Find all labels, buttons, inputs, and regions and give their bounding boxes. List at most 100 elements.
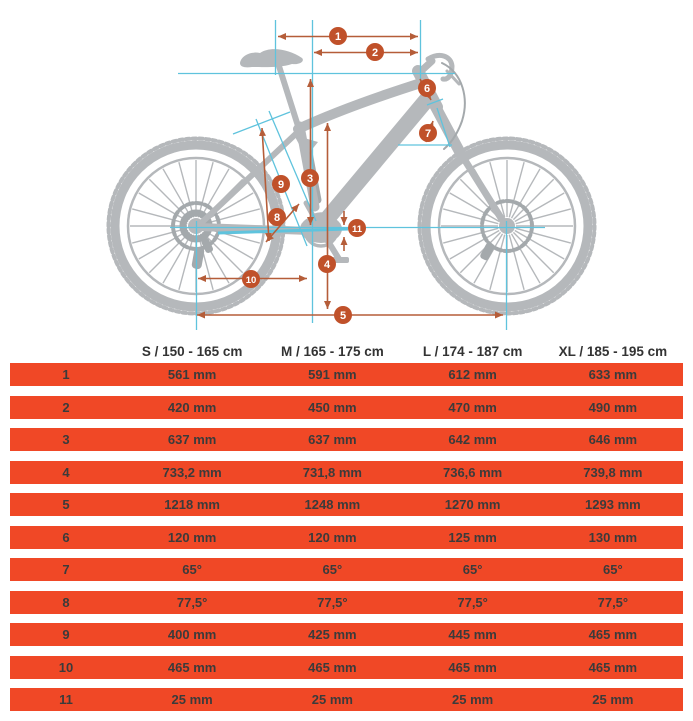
value-cell: 65°	[603, 562, 623, 577]
spoke	[508, 234, 525, 290]
table-row: 9 400 mm 425 mm 445 mm 465 mm	[10, 623, 683, 646]
value-cell: 450 mm	[308, 399, 357, 415]
saddle	[240, 49, 303, 68]
value-cell: 637 mm	[167, 432, 217, 447]
value-cell: 445 mm	[448, 627, 497, 642]
table-row: 10 465 mm 465 mm 465 mm 465 mm	[10, 655, 683, 679]
spoke	[148, 178, 191, 221]
value-cell: 561 mm	[167, 367, 217, 382]
value-cell: 739,8 mm	[583, 464, 643, 480]
header-cell: S / 150 - 165 cm	[141, 343, 243, 359]
marker-badge-5: 5	[334, 306, 352, 324]
spoke	[138, 229, 189, 260]
value-cell: 465 mm	[308, 659, 357, 675]
table-body: 1 561 mm 591 mm 612 mm 633 mm 2 420 mm 450 mm 47…	[10, 363, 683, 711]
fork-lower	[457, 150, 510, 230]
marker-circle	[329, 27, 347, 45]
value-cell: 120 mm	[167, 529, 217, 545]
spoke	[204, 208, 260, 225]
spoke	[201, 231, 244, 274]
stem	[416, 57, 436, 76]
geometry-table: S / 150 - 165 cm M / 165 - 175 cm L / 174 …	[10, 339, 683, 721]
marker-number: 7	[425, 128, 431, 140]
value-cell: 25 mm	[452, 692, 494, 707]
marker-circle	[334, 306, 352, 324]
marker-number: 6	[424, 83, 430, 95]
table-row: 8 77,5° 77,5° 77,5° 77,5°	[10, 590, 683, 614]
marker-circle	[366, 43, 384, 61]
spoke	[178, 162, 195, 218]
value-cell: 77,5°	[597, 594, 629, 610]
marker-badge-10: 10	[242, 270, 260, 288]
handlebar	[425, 53, 455, 82]
marker-number: 4	[324, 259, 331, 271]
table-row: 3 637 mm 637 mm 642 mm 646 mm	[10, 428, 683, 451]
spoke	[515, 227, 571, 244]
value-cell: 77,5°	[457, 594, 488, 610]
value-cell: 65°	[462, 562, 483, 577]
spoke	[449, 229, 500, 260]
spoke	[510, 168, 541, 219]
spoke	[489, 234, 506, 290]
marker-circle	[419, 124, 437, 142]
rear-derailleur	[191, 246, 205, 270]
value-cell: 1248 mm	[304, 497, 361, 512]
value-cell: 77,5°	[176, 594, 208, 610]
value-cell: 470 mm	[448, 399, 497, 415]
spoke	[132, 227, 188, 244]
table-row: 11 25 mm 25 mm 25 mm 25 mm	[10, 688, 683, 711]
value-cell: 25 mm	[592, 692, 634, 707]
down-tube	[314, 89, 437, 233]
marker-circle	[348, 219, 366, 237]
marker-badge-8: 8	[268, 208, 286, 226]
spoke	[512, 231, 555, 274]
marker-badge-1: 1	[329, 27, 347, 45]
row-label: 11	[59, 692, 73, 707]
row-label: 4	[62, 464, 70, 480]
table-row: 7 65° 65° 65° 65°	[10, 558, 683, 581]
value-cell: 637 mm	[308, 432, 357, 447]
marker-number: 11	[352, 224, 363, 235]
marker-badge-3: 3	[301, 169, 319, 187]
value-cell: 25 mm	[171, 692, 213, 707]
value-cell: 612 mm	[448, 367, 497, 382]
header-cell: L / 174 - 187 cm	[422, 343, 523, 359]
bike-silhouette	[106, 49, 597, 316]
marker-circle	[272, 175, 290, 193]
marker-circle	[242, 270, 260, 288]
value-cell: 1218 mm	[164, 497, 220, 512]
marker-number: 5	[340, 310, 346, 322]
seatpost	[275, 60, 301, 129]
spoke	[510, 233, 541, 284]
table-row: 2 420 mm 450 mm 470 mm 490 mm	[10, 395, 683, 419]
marker-badge-6: 6	[418, 79, 436, 97]
spoke	[514, 192, 565, 223]
front-brake-caliper	[480, 243, 495, 261]
row-label: 8	[62, 594, 70, 610]
marker-circle	[418, 79, 436, 97]
spoke	[459, 231, 502, 274]
row-label: 10	[58, 659, 74, 675]
spoke	[449, 192, 500, 223]
table-row: 4 733,2 mm 731,8 mm 736,6 mm 739,8 mm	[10, 460, 683, 484]
marker-number: 10	[246, 275, 257, 286]
value-cell: 65°	[182, 562, 202, 577]
row-label: 6	[62, 529, 70, 545]
bike-geometry-diagram: 1 2 3 4 5 6 7 8 9 10 11	[106, 20, 597, 330]
row-label: 9	[62, 627, 70, 642]
value-cell: 465 mm	[448, 659, 497, 675]
spoke	[178, 234, 195, 290]
row-label: 1	[62, 367, 70, 382]
spoke	[514, 229, 565, 260]
spoke	[515, 208, 571, 225]
spoke	[512, 178, 555, 221]
marker-badge-4: 4	[318, 255, 336, 273]
table-header: S / 150 - 165 cm M / 165 - 175 cm L / 174 …	[10, 339, 683, 363]
spoke	[132, 208, 188, 225]
marker-circle	[318, 255, 336, 273]
spoke	[489, 162, 506, 218]
marker-circle	[268, 208, 286, 226]
marker-badge-2: 2	[366, 43, 384, 61]
value-cell: 633 mm	[588, 367, 638, 382]
row-label: 3	[62, 432, 70, 447]
